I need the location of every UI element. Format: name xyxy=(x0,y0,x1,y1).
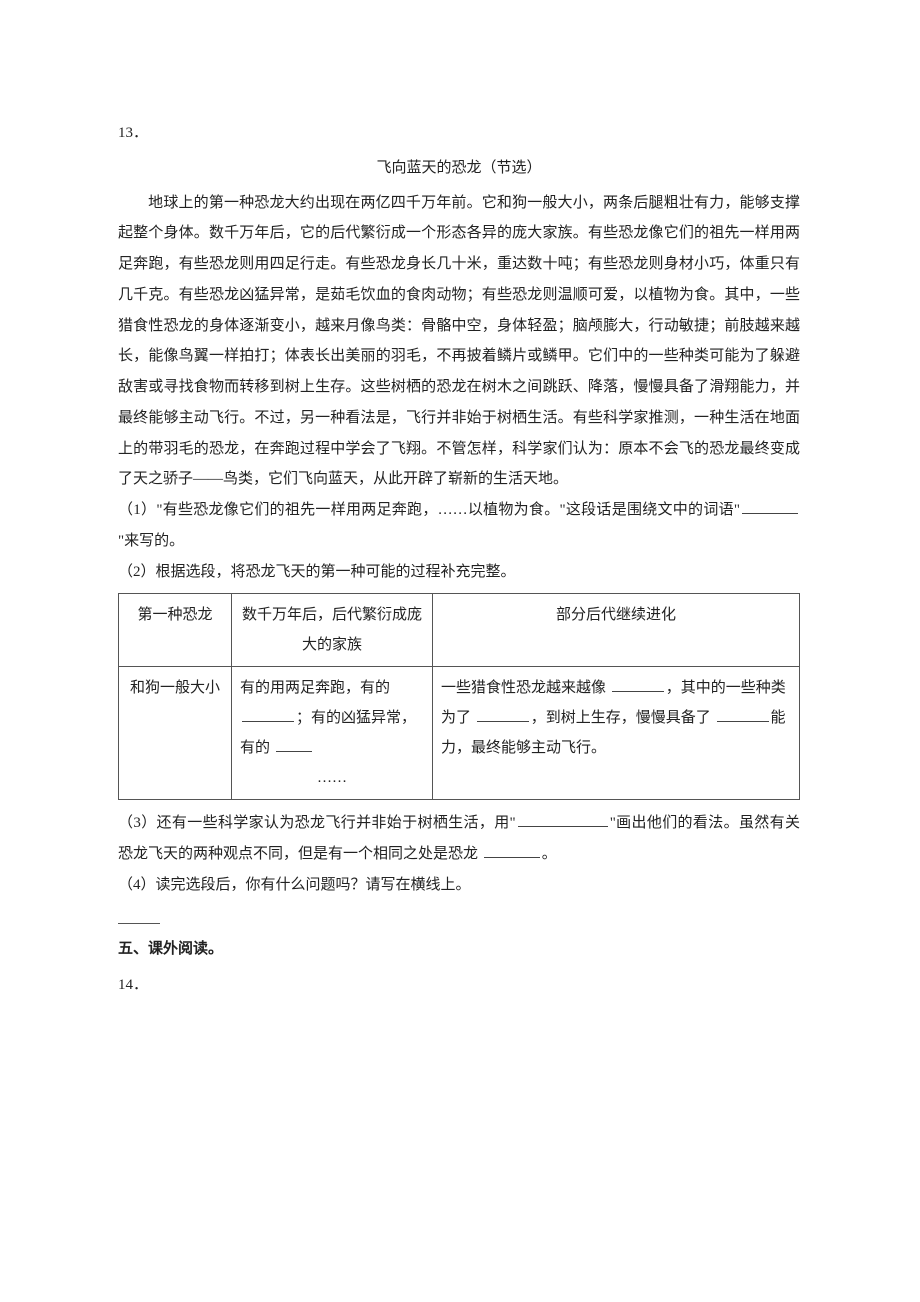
sub-q3-text-a: （3）还有一些科学家认为恐龙飞行并非始于树栖生活，用" xyxy=(118,815,516,831)
table-cell: 一些猎食性恐龙越来越像 ，其中的一些种类为了 ，到树上生存，慢慢具备了 能力，最… xyxy=(432,667,799,800)
blank-fill[interactable] xyxy=(518,812,608,827)
blank-fill[interactable] xyxy=(242,707,294,722)
sub-question-3: （3）还有一些科学家认为恐龙飞行并非始于树栖生活，用""画出他们的看法。虽然有关… xyxy=(118,808,800,870)
ellipsis: …… xyxy=(240,763,424,793)
passage-title: 飞向蓝天的恐龙（节选） xyxy=(118,153,800,184)
table-cell: 有的用两足奔跑，有的 ；有的凶猛异常，有的 …… xyxy=(232,667,433,800)
passage-text: 地球上的第一种恐龙大约出现在两亿四千万年前。它和狗一般大小，两条后腿粗壮有力，能… xyxy=(118,195,800,488)
blank-fill[interactable] xyxy=(477,707,529,722)
blank-fill[interactable] xyxy=(742,499,798,514)
cell-text: 一些猎食性恐龙越来越像 xyxy=(441,680,606,696)
answer-line[interactable] xyxy=(118,923,160,924)
sub-question-1: （1）"有些恐龙像它们的祖先一样用两足奔跑，……以植物为食。"这段话是围绕文中的… xyxy=(118,495,800,557)
document-page: 13． 飞向蓝天的恐龙（节选） 地球上的第一种恐龙大约出现在两亿四千万年前。它和… xyxy=(0,0,920,1065)
sub-q1-text-b: "来写的。 xyxy=(118,533,184,549)
cell-text: ，到树上生存，慢慢具备了 xyxy=(531,710,711,726)
table-header-cell: 数千万年后，后代繁衍成庞大的家族 xyxy=(232,594,433,667)
sub-q1-text-a: （1）"有些恐龙像它们的祖先一样用两足奔跑，……以植物为食。"这段话是围绕文中的… xyxy=(118,502,740,518)
passage-body: 地球上的第一种恐龙大约出现在两亿四千万年前。它和狗一般大小，两条后腿粗壮有力，能… xyxy=(118,188,800,496)
blank-fill[interactable] xyxy=(612,677,664,692)
cell-text: 有的用两足奔跑，有的 xyxy=(240,680,390,696)
table-header-row: 第一种恐龙 数千万年后，后代繁衍成庞大的家族 部分后代继续进化 xyxy=(119,594,800,667)
table-header-cell: 部分后代继续进化 xyxy=(432,594,799,667)
sub-question-2-intro: （2）根据选段，将恐龙飞天的第一种可能的过程补充完整。 xyxy=(118,557,800,588)
section-5-heading: 五、课外阅读。 xyxy=(118,934,800,965)
sub-question-4: （4）读完选段后，你有什么问题吗？请写在横线上。 xyxy=(118,870,800,901)
blank-fill[interactable] xyxy=(484,843,540,858)
question-14-number: 14． xyxy=(118,970,800,1001)
table-header-cell: 第一种恐龙 xyxy=(119,594,232,667)
evolution-table: 第一种恐龙 数千万年后，后代繁衍成庞大的家族 部分后代继续进化 和狗一般大小 有… xyxy=(118,593,800,800)
table-row: 和狗一般大小 有的用两足奔跑，有的 ；有的凶猛异常，有的 …… 一些猎食性恐龙越… xyxy=(119,667,800,800)
blank-fill[interactable] xyxy=(717,707,769,722)
table-cell: 和狗一般大小 xyxy=(119,667,232,800)
question-13-number: 13． xyxy=(118,118,800,149)
sub-q3-text-c: 。 xyxy=(542,846,557,862)
blank-fill[interactable] xyxy=(276,737,312,752)
